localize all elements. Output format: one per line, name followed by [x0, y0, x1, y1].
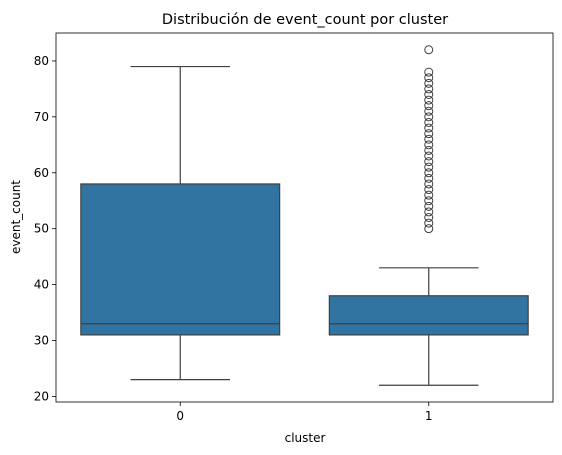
y-tick-label: 80 — [34, 54, 49, 68]
y-axis: 20 30 40 50 60 70 80 — [34, 54, 56, 403]
outlier-point — [424, 162, 434, 172]
plot-area — [80, 45, 529, 386]
box-iqr — [328, 295, 529, 336]
outlier-point — [424, 218, 434, 228]
y-tick-label: 70 — [34, 110, 49, 124]
outlier-point — [424, 185, 434, 195]
x-tick-label: 0 — [176, 409, 184, 423]
y-axis-label: event_count — [9, 180, 23, 254]
outlier-point — [424, 151, 434, 161]
outlier-point — [424, 213, 434, 222]
box-group-0 — [80, 65, 281, 381]
outlier-point — [424, 207, 434, 217]
outlier-point — [424, 173, 434, 183]
y-tick-label: 50 — [34, 222, 49, 236]
outlier-point — [424, 201, 434, 211]
outlier-point — [424, 106, 434, 116]
axes-frame — [55, 32, 554, 403]
outlier-point — [424, 140, 434, 150]
chart-title: Distribución de event_count por cluster — [162, 12, 448, 28]
outlier-point — [424, 224, 434, 234]
outlier-point — [424, 123, 434, 133]
outlier-point — [424, 179, 434, 189]
outlier-point — [424, 73, 434, 83]
outlier-point — [424, 84, 434, 94]
box-iqr — [80, 183, 281, 336]
outlier-point — [424, 196, 434, 206]
outlier-point — [424, 78, 434, 88]
x-tick-label: 1 — [425, 409, 433, 423]
outlier-point — [424, 117, 434, 127]
y-tick-label: 20 — [34, 389, 49, 403]
outlier-point — [424, 112, 434, 122]
outlier-point — [424, 95, 434, 105]
y-tick-label: 30 — [34, 334, 49, 348]
outlier-point — [424, 190, 434, 200]
outlier-point — [424, 134, 434, 144]
outlier-point — [424, 45, 434, 55]
outlier-point — [424, 101, 434, 111]
outlier-point — [424, 168, 434, 178]
outlier-point — [424, 129, 434, 139]
x-axis-label: cluster — [285, 431, 326, 445]
outlier-point — [424, 90, 434, 99]
box-group-1 — [328, 45, 529, 386]
y-tick-label: 40 — [34, 278, 49, 292]
outlier-point — [424, 67, 434, 77]
outlier-point — [424, 157, 434, 167]
y-tick-label: 60 — [34, 166, 49, 180]
outlier-point — [424, 145, 434, 155]
